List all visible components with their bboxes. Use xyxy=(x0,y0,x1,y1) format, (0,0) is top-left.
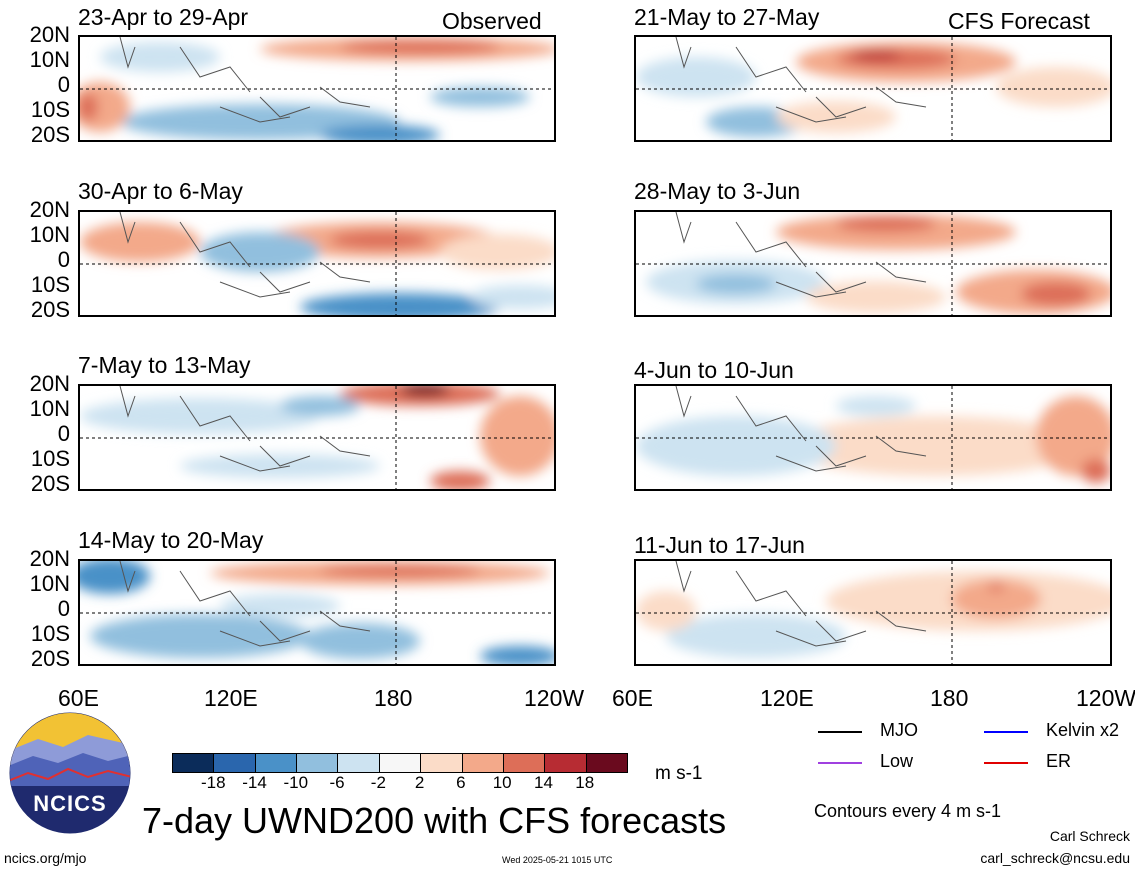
lat-label-row2-1: 10N xyxy=(29,222,70,247)
colorbar-tick-label: -2 xyxy=(370,773,386,792)
colorbar-tick-label: 14 xyxy=(533,773,553,792)
author-name: Carl Schreck xyxy=(1049,828,1130,844)
colorbar-swatch xyxy=(545,754,587,772)
main-title: 7-day UWND200 with CFS forecasts xyxy=(142,800,727,841)
colorbar-tick-label: -10 xyxy=(283,773,309,792)
legend-line-mjo xyxy=(818,731,862,733)
lon-label-120e-right: 120E xyxy=(760,685,814,711)
observed-header: Observed xyxy=(442,8,542,34)
colorbar-tick-label: 2 xyxy=(414,773,425,792)
colorbar-tick-label: -14 xyxy=(242,773,267,792)
lon-label-180-right: 180 xyxy=(930,685,969,711)
colorbar xyxy=(172,753,628,773)
author-email: carl_schreck@ncsu.edu xyxy=(980,850,1130,866)
lat-label-row4-3: 10S xyxy=(30,621,70,646)
logo-text: NCICS xyxy=(33,791,107,816)
legend-line-kelvin xyxy=(984,731,1028,733)
map-panel-observed-4 xyxy=(78,559,556,666)
lon-label-180-left: 180 xyxy=(374,685,413,711)
lat-label-row4-1: 10N xyxy=(29,571,70,596)
panel-title-right-3: 4-Jun to 10-Jun xyxy=(634,357,794,383)
panel-title-left-1: 23-Apr to 29-Apr xyxy=(78,4,249,30)
lat-label-row1-3: 10S xyxy=(30,97,70,122)
legend-line-low xyxy=(818,762,862,764)
colorbar-units: m s-1 xyxy=(655,763,703,784)
map-panel-forecast-3 xyxy=(634,384,1112,491)
colorbar-tick-label: 10 xyxy=(492,773,512,792)
cfs-forecast-header: CFS Forecast xyxy=(948,8,1090,34)
map-panel-observed-1 xyxy=(78,35,556,142)
lat-label-row1-1: 10N xyxy=(29,47,70,72)
panel-title-left-4: 14-May to 20-May xyxy=(78,527,264,553)
colorbar-tick-label: 18 xyxy=(575,773,595,792)
colorbar-tick-label: -6 xyxy=(329,773,345,792)
lat-label-row3-0: 20N xyxy=(29,371,70,396)
lat-label-row3-4: 20S xyxy=(30,471,70,496)
map-panel-forecast-4 xyxy=(634,559,1112,666)
legend-label-kelvin: Kelvin x2 xyxy=(1046,720,1120,740)
panel-title-left-3: 7-May to 13-May xyxy=(78,352,251,378)
timestamp: Wed 2025-05-21 1015 UTC xyxy=(502,855,613,865)
colorbar-swatch xyxy=(462,754,504,772)
colorbar-tick-label: -18 xyxy=(200,773,226,792)
colorbar-swatch xyxy=(173,754,215,772)
lat-label-row2-2: 0 xyxy=(57,247,70,272)
lat-label-row4-2: 0 xyxy=(57,596,70,621)
panel-title-right-4: 11-Jun to 17-Jun xyxy=(634,532,805,558)
lat-label-row3-2: 0 xyxy=(57,421,70,446)
contours-note: Contours every 4 m s-1 xyxy=(814,801,1002,821)
lat-label-row2-3: 10S xyxy=(30,272,70,297)
panel-title-right-2: 28-May to 3-Jun xyxy=(634,178,801,204)
colorbar-swatch xyxy=(586,754,627,772)
lat-label-row4-4: 20S xyxy=(30,646,70,671)
colorbar-swatch xyxy=(421,754,463,772)
lat-label-row1-4: 20S xyxy=(30,122,70,147)
lon-label-120w-left: 120W xyxy=(524,685,585,711)
panel-title-left-2: 30-Apr to 6-May xyxy=(78,178,243,204)
lat-label-row2-0: 20N xyxy=(29,197,70,222)
ncics-logo: NCICS xyxy=(8,711,132,835)
lat-label-row1-0: 20N xyxy=(29,22,70,47)
lat-label-row2-4: 20S xyxy=(30,297,70,322)
lat-label-row3-3: 10S xyxy=(30,446,70,471)
lon-label-60e-right: 60E xyxy=(612,685,653,711)
map-panel-observed-2 xyxy=(78,210,556,317)
legend-line-er xyxy=(984,762,1028,764)
colorbar-swatch xyxy=(255,754,298,772)
lon-label-120w-right: 120W xyxy=(1076,685,1135,711)
site-link[interactable]: ncics.org/mjo xyxy=(4,850,87,866)
colorbar-swatch xyxy=(503,754,546,772)
lat-label-row4-0: 20N xyxy=(29,546,70,571)
panel-title-right-1: 21-May to 27-May xyxy=(634,4,820,30)
map-panel-forecast-1 xyxy=(634,35,1112,142)
legend-label-low: Low xyxy=(880,751,914,771)
lat-label-row1-2: 0 xyxy=(57,72,70,97)
lat-label-row3-1: 10N xyxy=(29,396,70,421)
colorbar-tick-label: 6 xyxy=(456,773,466,792)
lon-label-60e-left: 60E xyxy=(58,685,99,711)
colorbar-swatch xyxy=(214,754,256,772)
legend-label-er: ER xyxy=(1046,751,1072,771)
map-panel-observed-3 xyxy=(78,384,556,491)
colorbar-swatch xyxy=(379,754,422,772)
legend-label-mjo: MJO xyxy=(880,720,918,740)
colorbar-swatch xyxy=(297,754,339,772)
map-panel-forecast-2 xyxy=(634,210,1112,317)
lon-label-120e-left: 120E xyxy=(204,685,258,711)
colorbar-swatch xyxy=(338,754,380,772)
